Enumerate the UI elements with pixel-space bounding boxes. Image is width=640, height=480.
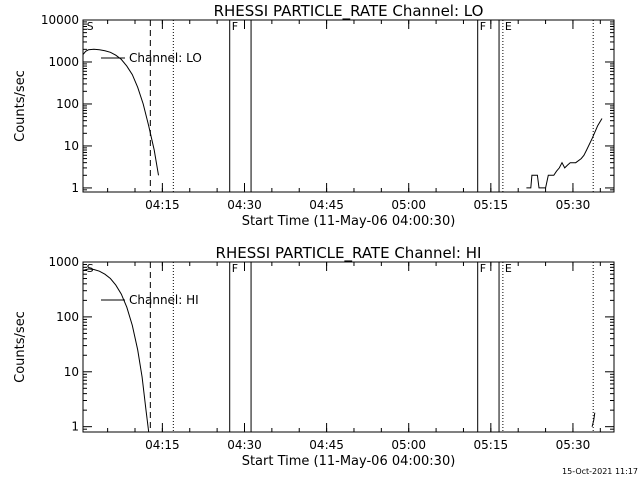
event-marker-label: F: [232, 262, 238, 275]
y-tick-label: 1000: [48, 255, 79, 269]
y-tick-label: 10: [64, 365, 79, 379]
x-tick-label: 04:30: [227, 198, 262, 212]
series-line: [82, 48, 159, 176]
chart-panel-lo: RHESSI PARTICLE_RATE Channel: LO Start Ti…: [13, 2, 615, 229]
event-marker-label: F: [480, 262, 486, 275]
y-tick-label: 1: [71, 420, 79, 434]
event-marker-label: F: [480, 20, 486, 33]
y-tick-label: 10000: [41, 13, 79, 27]
chart-title: RHESSI PARTICLE_RATE Channel: HI: [216, 244, 482, 263]
y-tick-label: 100: [56, 97, 79, 111]
x-tick-label: 04:45: [309, 198, 344, 212]
chart-title: RHESSI PARTICLE_RATE Channel: LO: [214, 2, 484, 21]
y-axis-label: Counts/sec: [13, 311, 28, 383]
series-line: [591, 412, 596, 427]
x-tick-label: 04:15: [145, 198, 180, 212]
x-tick-label: 05:15: [474, 198, 509, 212]
y-tick-label: 10: [64, 139, 79, 153]
legend-label: Channel: LO: [129, 51, 202, 65]
x-axis-label: Start Time (11-May-06 04:00:30): [242, 214, 456, 229]
plot-frame: [82, 19, 615, 193]
y-tick-label: 1: [71, 181, 79, 195]
generation-timestamp: 15-Oct-2021 11:17: [562, 467, 638, 476]
event-marker-label: E: [505, 262, 512, 275]
y-tick-label: 1000: [48, 55, 79, 69]
x-tick-label: 05:00: [391, 198, 426, 212]
chart-panel-hi: RHESSI PARTICLE_RATE Channel: HI Start Ti…: [13, 244, 615, 469]
x-tick-label: 05:30: [556, 198, 591, 212]
event-marker-label: S: [87, 262, 94, 275]
legend-label: Channel: HI: [129, 293, 199, 307]
x-tick-label: 04:45: [309, 438, 344, 452]
x-tick-label: 04:15: [145, 438, 180, 452]
event-marker-label: F: [232, 20, 238, 33]
x-tick-label: 05:30: [556, 438, 591, 452]
x-tick-label: 05:00: [391, 438, 426, 452]
x-axis-label: Start Time (11-May-06 04:00:30): [242, 454, 456, 469]
event-marker-label: E: [505, 20, 512, 33]
x-tick-label: 04:30: [227, 438, 262, 452]
event-marker-label: S: [87, 20, 94, 33]
series-line: [82, 268, 150, 433]
plot-frame: [82, 261, 615, 433]
series-line: [526, 118, 603, 189]
y-tick-label: 100: [56, 310, 79, 324]
x-tick-label: 05:15: [474, 438, 509, 452]
y-axis-label: Counts/sec: [13, 70, 28, 142]
